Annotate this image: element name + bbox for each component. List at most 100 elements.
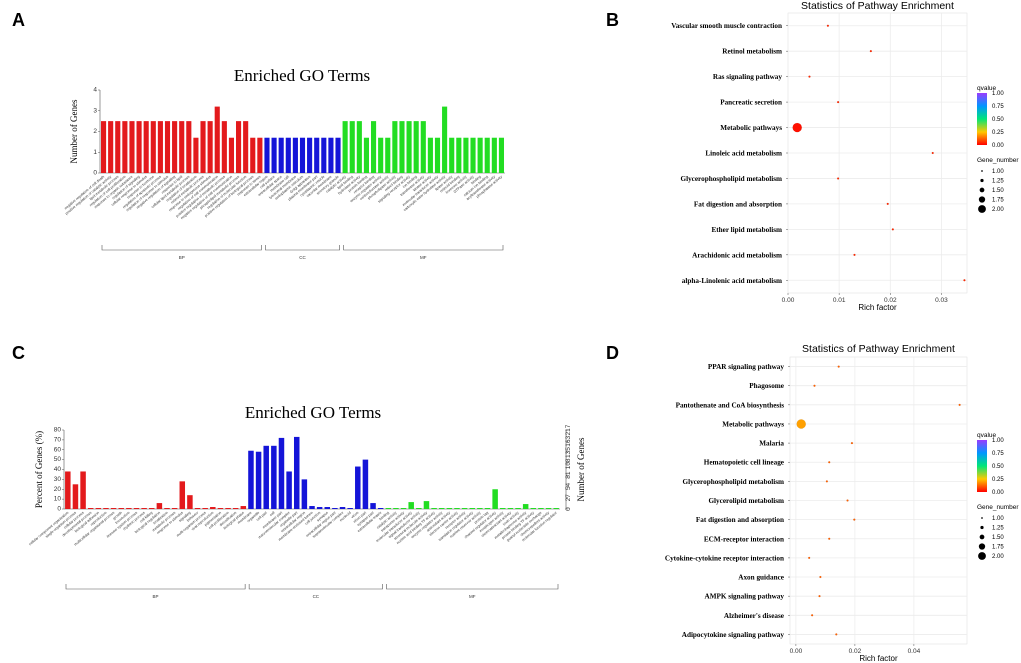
- panel-c-bar: [110, 508, 117, 509]
- panel-a-bar: [271, 137, 277, 173]
- panel-c-bar: [194, 508, 201, 509]
- panel-c-bar: [339, 507, 346, 509]
- panel-d-bubble: [808, 556, 811, 560]
- panel-b-bubble: [869, 50, 873, 53]
- panel-a-bar: [349, 121, 355, 173]
- panel-b-pathway-label: Retinol metabolism: [722, 48, 782, 56]
- panel-c-bar: [423, 501, 430, 509]
- panel-c-bar: [522, 504, 529, 509]
- panel-c-bar: [95, 508, 102, 509]
- panel-c-bar: [393, 508, 399, 509]
- panel-d-pathway-label: Fat digestion and absorption: [696, 516, 784, 524]
- panel-d-bubble: [825, 480, 829, 483]
- panel-a-bar: [108, 121, 114, 173]
- panel-c-bar: [347, 508, 353, 509]
- panel-d-bubble: [818, 595, 821, 598]
- panel-d-pathway-label: Adipocytokine signaling pathway: [682, 631, 785, 639]
- panel-d-legend-size-dot: [978, 543, 986, 550]
- panel-c-category-label: virion: [350, 511, 359, 520]
- panel-c-bar: [446, 508, 453, 509]
- panel-d-legend-size-tick: 1.75: [992, 545, 1004, 551]
- panel-c-bar: [65, 471, 71, 509]
- panel-c-bar: [515, 508, 521, 509]
- panel-d-legend-size-tick: 1.00: [992, 516, 1004, 522]
- panel-c-bar: [240, 506, 247, 509]
- panel-c-bar: [133, 508, 140, 509]
- panel-d-legend-size-tick: 1.25: [992, 526, 1004, 532]
- panel-a-bar: [434, 137, 441, 173]
- panel-b-legend-size-tick: 1.50: [992, 188, 1004, 194]
- panel-c-category-label: cell part: [256, 511, 268, 522]
- panel-a-bar: [427, 137, 433, 173]
- panel-c-bar: [538, 508, 544, 509]
- panel-c-bar: [477, 508, 483, 509]
- panel-c-bar: [469, 508, 475, 509]
- panel-a-bar: [356, 121, 362, 173]
- panel-c-bar: [332, 508, 338, 509]
- panel-c-bar: [507, 508, 514, 509]
- panel-c-bar: [103, 508, 109, 509]
- panel-a-title: Enriched GO Terms: [234, 66, 370, 85]
- panel-a-bar: [193, 137, 199, 173]
- panel-a-bar: [328, 137, 334, 173]
- panel-d-pathway-label: PPAR signaling pathway: [708, 363, 785, 371]
- panel-c-ytick-label: 10: [54, 496, 62, 503]
- panel-a-bar: [370, 121, 377, 173]
- panel-letter-c: C: [12, 343, 25, 363]
- panel-c-bar: [164, 508, 170, 509]
- panel-d-legend-size-dot: [980, 525, 984, 530]
- panel-c-rtick-label: 108: [565, 458, 572, 469]
- panel-d-legend-size-dot: [979, 534, 985, 540]
- panel-c-bar: [72, 484, 79, 509]
- panel-b-pathway-label: Glycerophospholipid metabolism: [680, 175, 782, 183]
- panel-c-bar: [400, 508, 407, 509]
- panel-a-bar: [463, 137, 469, 173]
- panel-c-rtick-label: 163: [565, 435, 572, 446]
- panel-d-pathway-label: Hematopoietic cell lineage: [704, 459, 784, 467]
- panel-c-bar: [87, 508, 94, 509]
- panel-b-pathway-label: Ras signaling pathway: [713, 73, 783, 81]
- panel-a-bar: [342, 121, 348, 173]
- panel-c-bar: [484, 508, 491, 509]
- panel-a-group-bracket: [265, 245, 340, 251]
- kegg-chart-d: Statistics of Pathway Enrichment 0.00 0.02…: [665, 343, 1019, 663]
- panel-b-legend-qvalue-tick: 0.25: [992, 130, 1004, 136]
- panel-b-bubble: [836, 100, 840, 104]
- panel-d-bubble: [810, 614, 814, 617]
- panel-c-group-label: MF: [469, 594, 476, 599]
- panel-d-legend-size-dot: [978, 552, 986, 560]
- panel-a-bar: [299, 137, 306, 173]
- panel-b-pathway-label: alpha-Linolenic acid metabolism: [682, 277, 782, 285]
- panel-a-bar: [200, 121, 206, 173]
- panel-a-bar: [385, 137, 391, 173]
- panel-c-title: Enriched GO Terms: [245, 403, 381, 422]
- panel-b-xtick-label: 0.00: [782, 297, 795, 304]
- panel-b-xtick-label: 0.01: [833, 297, 846, 304]
- panel-a-bar: [491, 137, 497, 173]
- panel-a-bar: [129, 121, 135, 173]
- panel-c-bar: [431, 508, 437, 509]
- panel-a-bar: [164, 121, 171, 173]
- panel-a-bar: [228, 137, 235, 173]
- panel-a-bar: [150, 121, 156, 173]
- panel-d-xtick-label: 0.02: [849, 648, 862, 655]
- panel-c-bar: [500, 508, 506, 509]
- panel-d-bubble: [828, 461, 831, 464]
- panel-a-bar: [477, 137, 483, 173]
- panel-a-bar: [136, 121, 142, 173]
- panel-letter-a: A: [12, 10, 25, 30]
- panel-b-pathway-label: Metabolic pathways: [720, 124, 782, 132]
- panel-c-rtick-label: 54: [565, 482, 572, 490]
- panel-c-group-bracket: [386, 584, 559, 590]
- panel-b-bubble: [891, 228, 894, 231]
- panel-a-bar: [264, 137, 270, 173]
- panel-d-legend-qvalue-tick: 0.50: [992, 464, 1004, 470]
- panel-c-bar: [293, 436, 300, 509]
- panel-c-bar: [362, 459, 369, 509]
- panel-a-bar: [314, 137, 320, 173]
- panel-c-category-label: synapse: [316, 511, 329, 523]
- panel-c-bar: [377, 508, 384, 509]
- panel-d-pathway-label: Glycerolipid metabolism: [708, 497, 784, 505]
- panel-c-bar: [126, 508, 132, 509]
- panel-a-bar: [292, 137, 298, 173]
